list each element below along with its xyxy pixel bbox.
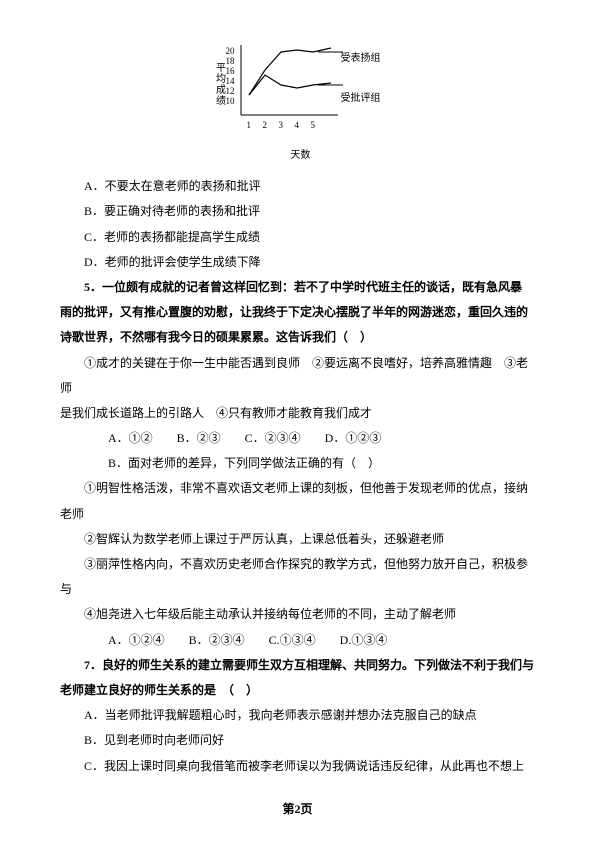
ytick: 10	[226, 92, 235, 111]
x-axis-label: 天数	[291, 145, 311, 166]
q5-line1: 5．一位颇有成就的记者曾这样回忆到：若不了中学时代班主任的谈话，既有急风暴	[60, 275, 535, 300]
q6-choice4: ④旭尧进入七年级后能主动承认并接纳每位老师的不同，主动了解老师	[60, 602, 535, 627]
q6-choice1b: 老师	[60, 502, 535, 527]
q6-choice3: ③丽萍性格内向，不喜欢历史老师合作探究的教学方式，但他努力放开自己，积极参	[60, 552, 535, 577]
q7-option-a: A．当老师批评我解题粗心时，我向老师表示感谢并想办法克服自己的缺点	[60, 703, 535, 728]
xtick: 3	[279, 116, 284, 135]
q7-option-c: C．我因上课时同桌向我借笔而被李老师误以为我俩说话违反纪律，从此再也不想上	[60, 754, 535, 779]
q5-choice2: 是我们成长道路上的引路人 ④只有教师才能教育我们成才	[60, 401, 535, 426]
page-footer: 第2页	[0, 800, 595, 817]
q5-options: A．①② B．②③ C．②③④ D．①②③	[60, 426, 535, 451]
q7-line2: 老师建立良好的师生关系的是 （ ）	[60, 678, 535, 703]
q6-choice3b: 与	[60, 577, 535, 602]
q7-option-b: B．见到老师时向老师问好	[60, 728, 535, 753]
q4-option-d: D．老师的批评会使学生成绩下降	[60, 250, 535, 275]
q6-choice1: ①明智性格活泼，非常不喜欢语文老师上课的刻板，但他善于发现老师的优点，接纳	[60, 476, 535, 501]
q6-choice2: ②智辉认为数学老师上课过于严厉认真，上课总低着头，还躲避老师	[60, 527, 535, 552]
xtick: 2	[263, 116, 268, 135]
xtick: 4	[295, 116, 300, 135]
q5-choice1: ①成才的关键在于你一生中能否遇到良师 ②要远离不良嗜好，培养高雅情趣 ③老师	[60, 351, 535, 401]
xtick: 5	[311, 116, 316, 135]
series-top-line	[249, 48, 331, 95]
q4-option-b: B．要正确对待老师的表扬和批评	[60, 199, 535, 224]
q4-option-c: C．老师的表扬都能提高学生成绩	[60, 225, 535, 250]
q5-line2: 雨的批评，又有推心置腹的劝慰，让我终于下定决心摆脱了半年的网游迷恋，重回久违的	[60, 300, 535, 325]
q5-line3: 诗歌世界，不然哪有我今日的硕果累累。这告诉我们（ ）	[60, 325, 535, 350]
xtick: 1	[247, 116, 252, 135]
q7-line1: 7．良好的师生关系的建立需要师生双方互相理解、共同努力。下列做法不利于我们与	[60, 653, 535, 678]
q4-option-a: A．不要太在意老师的表扬和批评	[60, 174, 535, 199]
q6-options: A．①②④ B．②③④ C.①③④ D.①③④	[60, 628, 535, 653]
chart-container: 平均成绩 天数 受表扬组 受批评组 201816141210 12345	[60, 40, 535, 159]
q6-intro: B．面对老师的差异，下列同学做法正确的有（ ）	[60, 451, 535, 476]
line-chart: 平均成绩 天数 受表扬组 受批评组 201816141210 12345	[223, 40, 373, 150]
